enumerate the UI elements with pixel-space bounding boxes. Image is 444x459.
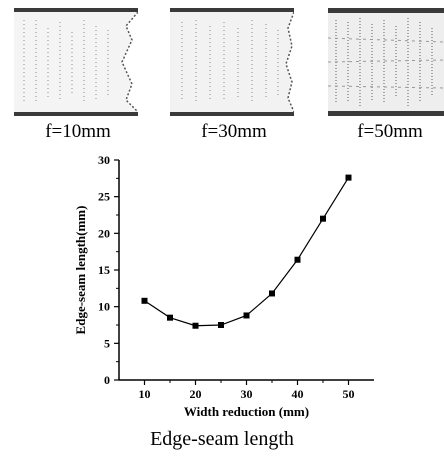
data-point bbox=[141, 297, 148, 304]
x-tick-label: 20 bbox=[190, 387, 202, 401]
figure-caption: Edge-seam length bbox=[150, 428, 294, 450]
y-tick-label: 15 bbox=[98, 263, 110, 277]
y-axis-title: Edge-seam length(mm) bbox=[73, 206, 88, 335]
x-tick-label: 10 bbox=[139, 387, 151, 401]
edge-seam-chart: 10 20 30 40 50 0 5 10 15 20 25 30 Width reduction … bbox=[73, 153, 374, 419]
data-point bbox=[269, 290, 275, 297]
plot-area: 10 20 30 40 50 0 5 10 15 20 25 30 bbox=[98, 153, 374, 401]
x-axis-ticks: 10 20 30 40 50 bbox=[139, 380, 355, 401]
specimen-label-f50: f=50mm bbox=[357, 121, 423, 142]
data-point bbox=[243, 312, 250, 319]
x-tick-label: 40 bbox=[292, 387, 304, 401]
data-point bbox=[192, 322, 199, 329]
data-point bbox=[218, 322, 224, 328]
series-line bbox=[144, 177, 350, 327]
data-point bbox=[320, 215, 326, 222]
data-point bbox=[294, 256, 301, 263]
specimen-label-f30: f=30mm bbox=[201, 121, 267, 142]
specimen-image-f30 bbox=[170, 8, 294, 116]
specimen-label-f10: f=10mm bbox=[45, 121, 111, 142]
y-tick-label: 5 bbox=[104, 336, 110, 350]
y-tick-label: 10 bbox=[98, 300, 110, 314]
y-tick-label: 30 bbox=[98, 153, 110, 167]
data-point bbox=[167, 314, 173, 321]
y-tick-label: 25 bbox=[98, 190, 110, 204]
specimen-image-f10 bbox=[14, 8, 138, 116]
y-tick-label: 0 bbox=[104, 373, 110, 387]
specimen-image-f50 bbox=[328, 8, 444, 116]
x-tick-label: 50 bbox=[343, 387, 355, 401]
x-axis-title: Width reduction (mm) bbox=[184, 404, 309, 419]
y-tick-label: 20 bbox=[98, 226, 110, 240]
data-point bbox=[345, 174, 352, 181]
series-markers bbox=[141, 174, 352, 329]
x-tick-label: 30 bbox=[241, 387, 253, 401]
y-axis-ticks: 0 5 10 15 20 25 30 bbox=[98, 153, 119, 387]
